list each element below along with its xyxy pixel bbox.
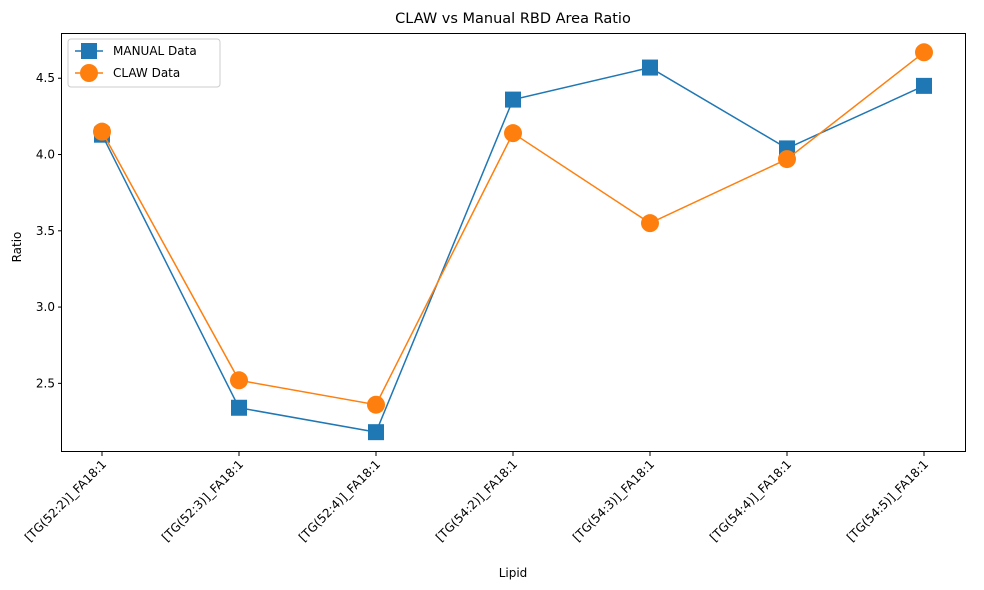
x-tick-label: [TG(54:5)]_FA18:1	[844, 457, 931, 544]
x-axis-label: Lipid	[499, 566, 528, 580]
legend-label: CLAW Data	[113, 66, 180, 80]
y-axis-label: Ratio	[10, 232, 24, 263]
plot-frame	[61, 33, 966, 452]
y-tick-label: 3.0	[36, 300, 55, 314]
legend-square-icon	[81, 43, 97, 59]
legend-circle-icon	[80, 64, 98, 82]
plot-area: 2.5 3.0 3.5 4.0 4.5 [TG(52:2)]_FA18:1 [TG(52:3…	[22, 43, 933, 544]
data-point-circle	[641, 214, 659, 233]
y-tick-label: 4.0	[36, 148, 55, 162]
x-tick-label: [TG(52:4)]_FA18:1	[296, 457, 383, 544]
data-point-circle	[93, 122, 111, 141]
x-tick-label: [TG(52:3)]_FA18:1	[159, 457, 246, 544]
y-tick-label: 3.5	[36, 224, 55, 238]
data-point-circle	[230, 371, 248, 390]
legend-box	[67, 38, 221, 88]
data-point-square	[368, 424, 384, 441]
data-point-square	[642, 59, 658, 76]
data-point-square	[505, 91, 521, 108]
data-point-circle	[778, 150, 796, 169]
x-tick-label: [TG(52:2)]_FA18:1	[22, 457, 109, 544]
chart-title: CLAW vs Manual RBD Area Ratio	[395, 11, 631, 27]
data-point-circle	[915, 43, 933, 62]
x-tick-label: [TG(54:2)]_FA18:1	[433, 457, 520, 544]
data-point-square	[231, 399, 247, 416]
x-tick-label: [TG(54:4)]_FA18:1	[707, 457, 794, 544]
data-point-circle	[367, 395, 385, 414]
data-point-square	[916, 77, 932, 94]
series-line-1	[101, 66, 925, 434]
x-tick-label: [TG(54:3)]_FA18:1	[570, 457, 657, 544]
y-tick-label: 4.5	[36, 71, 55, 85]
data-point-circle	[504, 124, 522, 143]
legend: MANUAL Data CLAW Data	[67, 38, 221, 88]
y-tick-label: 2.5	[36, 376, 55, 390]
legend-label: MANUAL Data	[113, 44, 197, 58]
